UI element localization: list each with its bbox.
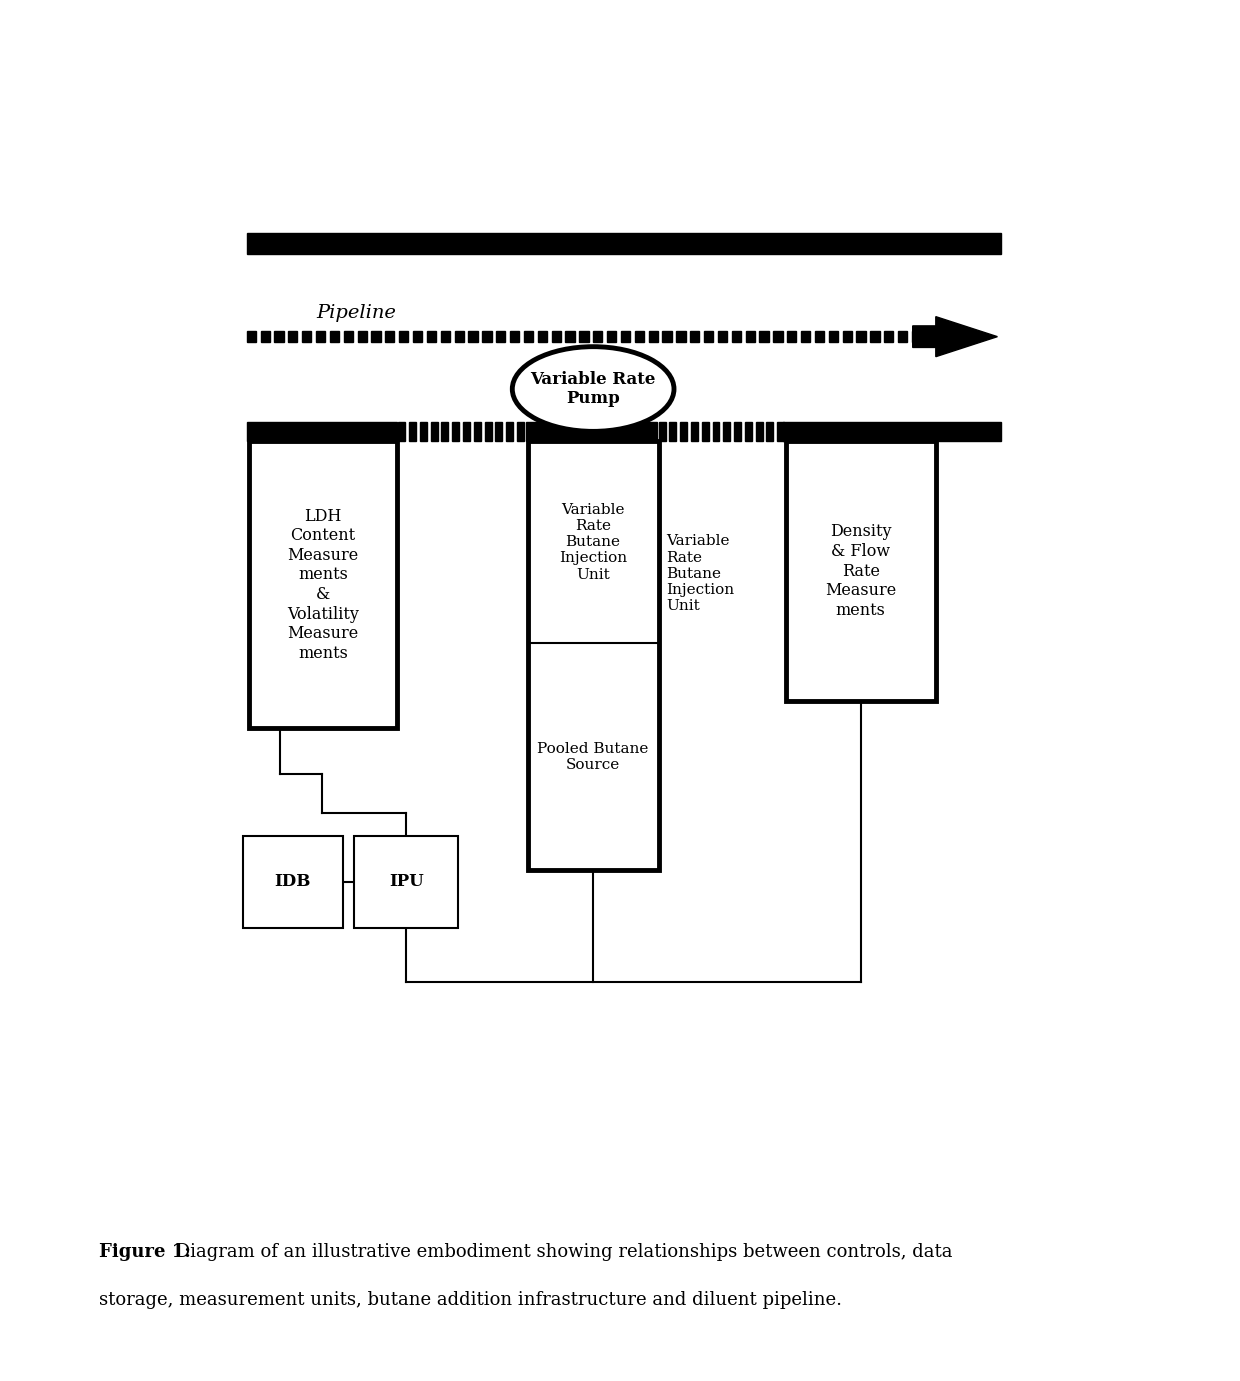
Bar bbox=[658, 423, 666, 442]
Bar bbox=[801, 331, 810, 342]
Text: storage, measurement units, butane addition infrastructure and diluent pipeline.: storage, measurement units, butane addit… bbox=[99, 1291, 842, 1309]
Bar bbox=[413, 331, 422, 342]
Bar bbox=[526, 423, 657, 442]
Bar bbox=[713, 423, 719, 442]
Bar bbox=[249, 442, 397, 728]
Bar bbox=[552, 331, 560, 342]
Bar bbox=[911, 331, 921, 342]
Bar bbox=[787, 331, 796, 342]
Text: IDB: IDB bbox=[275, 873, 311, 891]
Bar bbox=[579, 331, 589, 342]
Bar bbox=[528, 442, 658, 870]
Bar bbox=[843, 331, 852, 342]
Bar bbox=[496, 331, 506, 342]
Bar bbox=[691, 423, 698, 442]
Bar bbox=[670, 423, 676, 442]
Bar bbox=[898, 331, 908, 342]
Bar bbox=[870, 331, 879, 342]
Bar bbox=[676, 331, 686, 342]
Bar bbox=[474, 423, 481, 442]
Bar bbox=[343, 331, 353, 342]
Bar bbox=[453, 423, 459, 442]
Bar bbox=[355, 836, 459, 928]
Text: Density
& Flow
Rate
Measure
ments: Density & Flow Rate Measure ments bbox=[825, 523, 897, 619]
Bar bbox=[399, 331, 408, 342]
Bar bbox=[398, 423, 405, 442]
Text: IPU: IPU bbox=[389, 873, 424, 891]
Text: Pooled Butane
Source: Pooled Butane Source bbox=[537, 742, 649, 772]
Bar bbox=[386, 331, 394, 342]
Bar bbox=[662, 331, 672, 342]
Bar bbox=[766, 423, 774, 442]
Bar bbox=[420, 423, 427, 442]
Bar bbox=[316, 331, 325, 342]
Bar bbox=[247, 423, 397, 442]
Bar bbox=[774, 331, 782, 342]
Text: Variable
Rate
Butane
Injection
Unit: Variable Rate Butane Injection Unit bbox=[559, 503, 627, 581]
Bar bbox=[857, 331, 866, 342]
Bar bbox=[463, 423, 470, 442]
Bar bbox=[372, 331, 381, 342]
Bar bbox=[440, 331, 450, 342]
Bar bbox=[732, 331, 742, 342]
Bar bbox=[243, 836, 343, 928]
Bar bbox=[510, 331, 520, 342]
Text: LDH
Content
Measure
ments
&
Volatility
Measure
ments: LDH Content Measure ments & Volatility M… bbox=[286, 507, 358, 661]
Text: Diagram of an illustrative embodiment showing relationships between controls, da: Diagram of an illustrative embodiment sh… bbox=[170, 1243, 952, 1261]
Bar bbox=[482, 331, 491, 342]
Bar bbox=[649, 331, 658, 342]
Bar bbox=[745, 423, 751, 442]
Bar bbox=[702, 423, 708, 442]
Bar bbox=[608, 331, 616, 342]
Bar bbox=[828, 331, 838, 342]
Bar bbox=[455, 331, 464, 342]
Bar bbox=[303, 331, 311, 342]
FancyArrow shape bbox=[913, 316, 997, 356]
Bar bbox=[691, 331, 699, 342]
Bar bbox=[784, 423, 1001, 442]
Bar bbox=[755, 423, 763, 442]
Bar bbox=[538, 331, 547, 342]
Bar bbox=[506, 423, 513, 442]
Bar bbox=[565, 331, 574, 342]
Bar bbox=[409, 423, 417, 442]
Bar bbox=[884, 331, 894, 342]
Bar bbox=[723, 423, 730, 442]
Bar bbox=[260, 331, 270, 342]
Bar bbox=[786, 442, 936, 702]
Bar bbox=[427, 331, 436, 342]
Bar bbox=[635, 331, 644, 342]
Bar bbox=[593, 331, 603, 342]
Bar bbox=[777, 423, 784, 442]
Bar bbox=[274, 331, 284, 342]
Bar bbox=[734, 423, 742, 442]
Bar bbox=[441, 423, 449, 442]
Bar bbox=[485, 423, 491, 442]
Bar bbox=[247, 233, 1001, 254]
Bar bbox=[430, 423, 438, 442]
Bar bbox=[745, 331, 755, 342]
Bar bbox=[718, 331, 727, 342]
Bar bbox=[815, 331, 825, 342]
Text: Figure 1:: Figure 1: bbox=[99, 1243, 191, 1261]
Bar bbox=[330, 331, 339, 342]
Bar bbox=[495, 423, 502, 442]
Bar bbox=[357, 331, 367, 342]
Bar bbox=[759, 331, 769, 342]
Bar bbox=[704, 331, 713, 342]
Text: Pipeline: Pipeline bbox=[316, 304, 396, 322]
Text: Variable
Rate
Butane
Injection
Unit: Variable Rate Butane Injection Unit bbox=[666, 534, 734, 613]
Text: Variable Rate
Pump: Variable Rate Pump bbox=[531, 370, 656, 407]
Bar bbox=[288, 331, 298, 342]
Bar bbox=[681, 423, 687, 442]
Ellipse shape bbox=[512, 347, 675, 431]
Bar bbox=[247, 331, 255, 342]
Bar bbox=[523, 331, 533, 342]
Bar bbox=[469, 331, 477, 342]
Bar bbox=[517, 423, 523, 442]
Bar bbox=[621, 331, 630, 342]
